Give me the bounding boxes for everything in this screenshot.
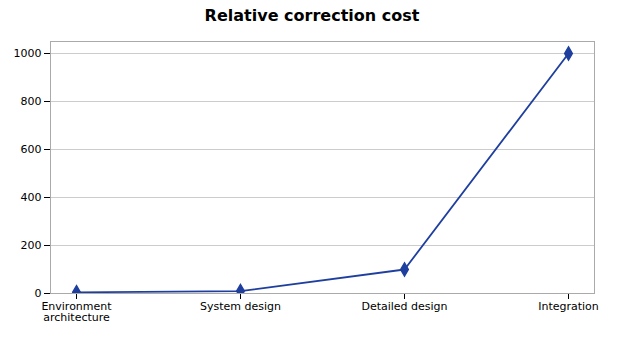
svg-text:Detailed design: Detailed design [361,300,447,313]
svg-text:System design: System design [200,300,281,313]
svg-text:1000: 1000 [14,47,42,60]
svg-text:600: 600 [21,143,42,156]
svg-text:Environmentarchitecture: Environmentarchitecture [41,300,112,324]
svg-text:800: 800 [21,95,42,108]
html-text:Relative correction cost: Relative correction cost [204,6,420,25]
svg-text:400: 400 [21,191,42,204]
svg-text:200: 200 [21,239,42,252]
svg-text:Integration: Integration [538,300,599,313]
svg-text:0: 0 [35,287,42,300]
